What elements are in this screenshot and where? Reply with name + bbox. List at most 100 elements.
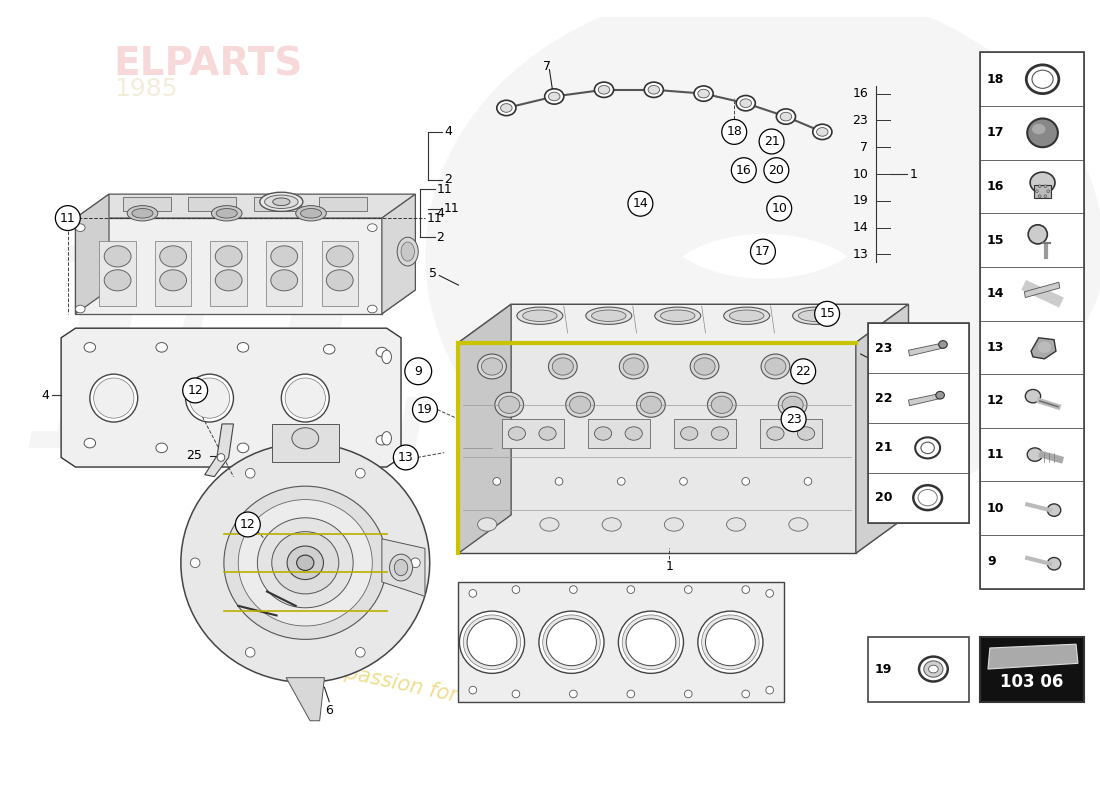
Circle shape xyxy=(412,397,438,422)
Text: 1985: 1985 xyxy=(113,77,177,101)
Polygon shape xyxy=(382,194,416,314)
Polygon shape xyxy=(319,197,366,211)
Text: 21: 21 xyxy=(874,442,892,454)
Text: 12: 12 xyxy=(987,394,1004,407)
Bar xyxy=(980,321,1084,374)
Circle shape xyxy=(183,378,208,403)
Text: 19: 19 xyxy=(852,194,868,207)
Ellipse shape xyxy=(928,666,938,673)
Ellipse shape xyxy=(705,618,756,666)
Text: 17: 17 xyxy=(755,245,771,258)
Ellipse shape xyxy=(918,657,948,682)
Ellipse shape xyxy=(84,342,96,352)
Ellipse shape xyxy=(382,350,392,364)
Ellipse shape xyxy=(697,90,710,98)
Ellipse shape xyxy=(513,586,520,594)
Ellipse shape xyxy=(804,478,812,486)
Ellipse shape xyxy=(282,374,329,422)
Text: 6: 6 xyxy=(326,705,333,718)
Ellipse shape xyxy=(285,378,326,418)
Circle shape xyxy=(750,239,776,264)
Ellipse shape xyxy=(707,392,736,418)
Circle shape xyxy=(759,129,784,154)
Ellipse shape xyxy=(271,246,298,267)
Ellipse shape xyxy=(271,270,298,291)
Ellipse shape xyxy=(513,690,520,698)
Circle shape xyxy=(394,445,418,470)
Ellipse shape xyxy=(684,690,692,698)
Text: 16: 16 xyxy=(736,164,751,177)
Text: 11: 11 xyxy=(427,211,442,225)
Ellipse shape xyxy=(469,590,476,598)
Ellipse shape xyxy=(727,518,746,531)
Bar xyxy=(868,423,969,473)
Ellipse shape xyxy=(681,427,697,440)
Ellipse shape xyxy=(1028,225,1047,244)
Ellipse shape xyxy=(767,427,784,440)
Ellipse shape xyxy=(477,354,506,379)
Ellipse shape xyxy=(539,611,604,674)
Text: 20: 20 xyxy=(874,491,892,504)
Text: 23: 23 xyxy=(874,342,892,354)
Text: 19: 19 xyxy=(417,403,432,416)
Circle shape xyxy=(767,196,792,221)
Ellipse shape xyxy=(160,270,187,291)
Circle shape xyxy=(815,302,839,326)
Polygon shape xyxy=(1024,282,1059,298)
Text: 11: 11 xyxy=(59,211,76,225)
Ellipse shape xyxy=(300,209,321,218)
Ellipse shape xyxy=(327,270,353,291)
Ellipse shape xyxy=(544,89,564,104)
Ellipse shape xyxy=(498,396,520,414)
Polygon shape xyxy=(188,197,236,211)
Ellipse shape xyxy=(104,246,131,267)
Ellipse shape xyxy=(782,396,803,414)
Ellipse shape xyxy=(924,661,943,677)
Circle shape xyxy=(763,158,789,182)
Ellipse shape xyxy=(602,518,621,531)
Ellipse shape xyxy=(680,478,688,486)
Ellipse shape xyxy=(156,342,167,352)
Ellipse shape xyxy=(367,306,377,313)
Text: 21: 21 xyxy=(763,135,780,148)
Text: 4: 4 xyxy=(42,389,50,402)
Text: 2: 2 xyxy=(437,230,444,244)
Circle shape xyxy=(405,358,431,385)
Ellipse shape xyxy=(694,358,715,375)
Bar xyxy=(980,267,1084,321)
Ellipse shape xyxy=(186,374,233,422)
Ellipse shape xyxy=(355,469,365,478)
Polygon shape xyxy=(459,304,512,554)
Text: 16: 16 xyxy=(852,87,868,100)
Ellipse shape xyxy=(766,686,773,694)
Bar xyxy=(980,106,1084,160)
Ellipse shape xyxy=(287,546,323,579)
Ellipse shape xyxy=(397,238,418,266)
Ellipse shape xyxy=(104,270,131,291)
Ellipse shape xyxy=(712,396,733,414)
Ellipse shape xyxy=(1038,185,1041,188)
Ellipse shape xyxy=(239,499,372,626)
Bar xyxy=(502,419,564,448)
Text: 14: 14 xyxy=(852,221,868,234)
Ellipse shape xyxy=(323,441,336,450)
Ellipse shape xyxy=(799,310,833,322)
Bar xyxy=(868,637,969,702)
Ellipse shape xyxy=(921,442,934,454)
Ellipse shape xyxy=(355,647,365,657)
Circle shape xyxy=(235,512,261,537)
Polygon shape xyxy=(382,539,425,596)
Ellipse shape xyxy=(468,618,517,666)
Ellipse shape xyxy=(517,307,563,324)
Ellipse shape xyxy=(684,586,692,594)
Ellipse shape xyxy=(565,392,594,418)
Polygon shape xyxy=(76,194,416,218)
Ellipse shape xyxy=(94,378,134,418)
Ellipse shape xyxy=(936,391,945,399)
Ellipse shape xyxy=(627,586,635,594)
Text: 11: 11 xyxy=(444,202,460,215)
Text: 1: 1 xyxy=(666,560,673,573)
Text: 14: 14 xyxy=(632,198,648,210)
Ellipse shape xyxy=(697,611,763,674)
Bar xyxy=(210,241,246,306)
